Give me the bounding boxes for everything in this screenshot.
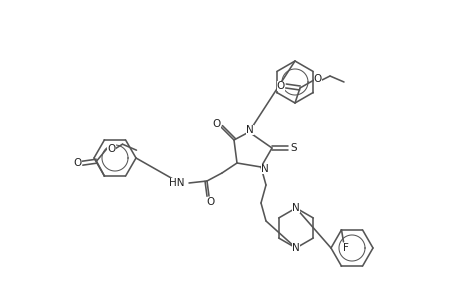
Text: O: O [73,158,81,168]
Text: F: F [342,243,347,253]
Text: N: N [261,164,269,174]
Text: N: N [291,243,299,253]
Text: O: O [276,81,285,91]
Text: O: O [213,119,221,129]
Text: S: S [290,143,297,153]
Text: N: N [246,125,253,135]
Text: HN: HN [169,178,185,188]
Text: O: O [107,144,115,154]
Text: O: O [207,197,215,207]
Text: N: N [291,203,299,213]
Text: O: O [313,74,321,84]
